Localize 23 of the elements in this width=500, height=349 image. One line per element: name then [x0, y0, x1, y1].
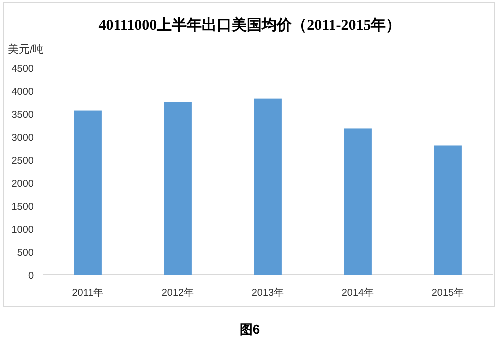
bar: [74, 110, 102, 275]
bar: [164, 102, 192, 275]
y-tick-label: 4000: [12, 87, 34, 98]
y-axis-title: 美元/吨: [8, 43, 44, 56]
y-tick-label: 4500: [12, 64, 34, 75]
x-tick-label: 2013年: [252, 287, 284, 299]
bar: [254, 98, 282, 275]
x-tick-label: 2012年: [162, 287, 194, 299]
bar: [434, 146, 462, 275]
y-tick-label: 0: [28, 271, 34, 282]
x-tick-label: 2014年: [342, 287, 374, 299]
y-tick-label: 500: [17, 248, 34, 259]
y-tick-label: 3000: [12, 133, 34, 144]
y-tick-label: 1000: [12, 225, 34, 236]
y-tick-label: 1500: [12, 202, 34, 213]
caption: 图6: [240, 322, 260, 337]
x-tick-label: 2011年: [72, 287, 104, 299]
x-tick-label: 2015年: [432, 287, 464, 299]
chart-title: 40111000上半年出口美国均价（2011-2015年）: [98, 16, 402, 34]
bar: [344, 128, 372, 275]
y-tick-label: 2000: [12, 179, 34, 190]
y-tick-label: 2500: [12, 156, 34, 167]
y-tick-label: 3500: [12, 110, 34, 121]
